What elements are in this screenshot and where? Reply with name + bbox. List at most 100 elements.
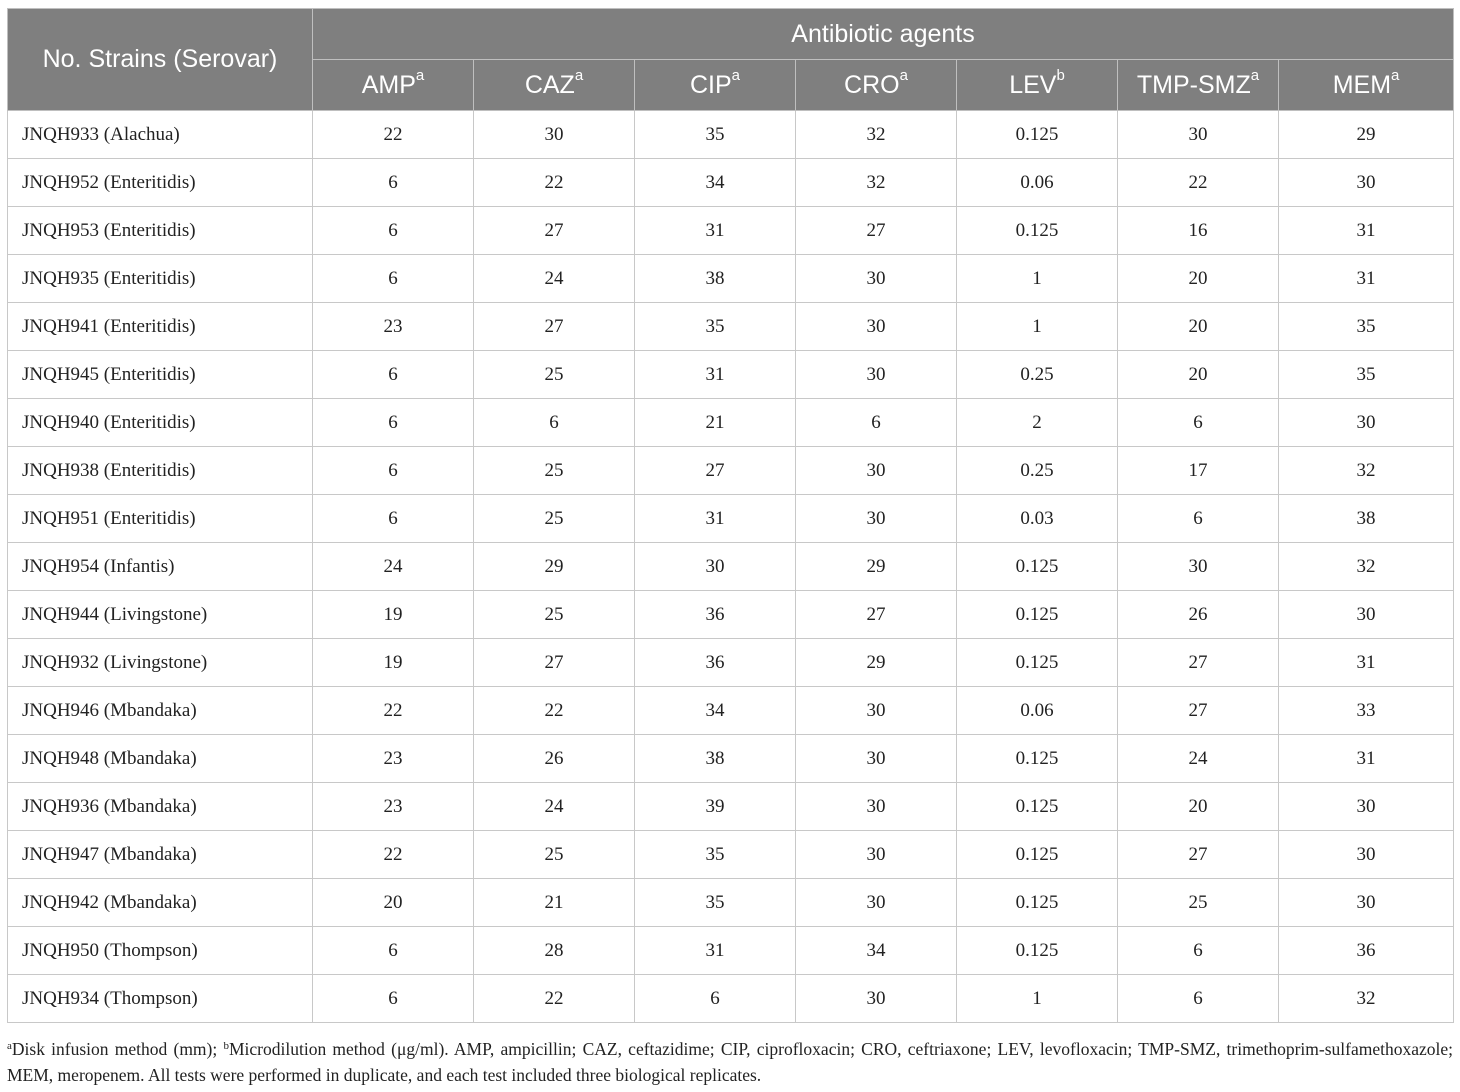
- table-row: JNQH952 (Enteritidis) 6 22 34 32 0.06 22 30: [7, 158, 1455, 207]
- value-cell: 22: [312, 686, 474, 735]
- value-cell: 31: [1277, 734, 1455, 783]
- value-cell: 27: [795, 206, 957, 255]
- value-cell: 27: [473, 206, 635, 255]
- table-row: JNQH947 (Mbandaka) 22 25 35 30 0.125 27 30: [7, 830, 1455, 879]
- value-cell: 24: [1117, 734, 1279, 783]
- value-cell: 22: [473, 974, 635, 1023]
- antibiotic-header-amp: AMPa: [312, 59, 474, 111]
- value-cell: 30: [1277, 878, 1455, 927]
- value-cell: 35: [634, 302, 796, 351]
- value-cell: 1: [956, 254, 1118, 303]
- table-footnote: aDisk infusion method (mm); bMicrodiluti…: [7, 1036, 1453, 1088]
- value-cell: 23: [312, 734, 474, 783]
- strain-cell: JNQH951 (Enteritidis): [7, 494, 313, 543]
- value-cell: 32: [1277, 446, 1455, 495]
- value-cell: 31: [1277, 638, 1455, 687]
- value-cell: 6: [312, 206, 474, 255]
- value-cell: 6: [795, 398, 957, 447]
- strain-cell: JNQH932 (Livingstone): [7, 638, 313, 687]
- value-cell: 31: [634, 926, 796, 975]
- value-cell: 30: [1277, 590, 1455, 639]
- value-cell: 26: [473, 734, 635, 783]
- strain-cell: JNQH946 (Mbandaka): [7, 686, 313, 735]
- value-cell: 27: [1117, 638, 1279, 687]
- table-row: JNQH936 (Mbandaka) 23 24 39 30 0.125 20 30: [7, 782, 1455, 831]
- strain-cell: JNQH947 (Mbandaka): [7, 830, 313, 879]
- footnote-marker: a: [899, 66, 908, 84]
- strain-cell: JNQH938 (Enteritidis): [7, 446, 313, 495]
- footnote-marker: a: [415, 66, 425, 84]
- value-cell: 1: [956, 302, 1118, 351]
- footnote-mark-a: a: [7, 1040, 12, 1052]
- value-cell: 0.125: [956, 638, 1118, 687]
- strain-cell: JNQH933 (Alachua): [7, 110, 313, 159]
- antibiotic-susceptibility-table: No. Strains (Serovar) Antibiotic agents …: [7, 8, 1455, 1023]
- antibiotic-name: CIP: [689, 70, 732, 99]
- value-cell: 28: [473, 926, 635, 975]
- value-cell: 31: [1277, 254, 1455, 303]
- value-cell: 17: [1117, 446, 1279, 495]
- value-cell: 0.03: [956, 494, 1118, 543]
- antibiotic-name: CRO: [844, 70, 900, 99]
- value-cell: 6: [312, 494, 474, 543]
- value-cell: 24: [312, 542, 474, 591]
- value-cell: 6: [312, 926, 474, 975]
- table-row: JNQH951 (Enteritidis) 6 25 31 30 0.03 6 38: [7, 494, 1455, 543]
- value-cell: 25: [473, 494, 635, 543]
- value-cell: 22: [473, 686, 635, 735]
- value-cell: 35: [634, 830, 796, 879]
- value-cell: 30: [473, 110, 635, 159]
- antibiotic-header-tmp-smz: TMP-SMZa: [1117, 59, 1279, 111]
- value-cell: 6: [473, 398, 635, 447]
- table-row: JNQH940 (Enteritidis) 6 6 21 6 2 6 30: [7, 398, 1455, 447]
- table-row: JNQH950 (Thompson) 6 28 31 34 0.125 6 36: [7, 926, 1455, 975]
- strain-cell: JNQH945 (Enteritidis): [7, 350, 313, 399]
- table-container: No. Strains (Serovar) Antibiotic agents …: [7, 8, 1455, 1023]
- value-cell: 6: [634, 974, 796, 1023]
- table-row: JNQH934 (Thompson) 6 22 6 30 1 6 32: [7, 974, 1455, 1023]
- value-cell: 30: [795, 878, 957, 927]
- value-cell: 36: [1277, 926, 1455, 975]
- value-cell: 31: [1277, 206, 1455, 255]
- value-cell: 30: [634, 542, 796, 591]
- value-cell: 0.06: [956, 158, 1118, 207]
- table-row: JNQH948 (Mbandaka) 23 26 38 30 0.125 24 31: [7, 734, 1455, 783]
- value-cell: 25: [473, 830, 635, 879]
- antibiotic-name: TMP-SMZ: [1136, 70, 1251, 99]
- footnote-mark-b: b: [223, 1040, 229, 1052]
- value-cell: 27: [1117, 686, 1279, 735]
- footnote-marker: a: [1250, 66, 1260, 84]
- value-cell: 30: [1117, 542, 1279, 591]
- value-cell: 34: [634, 686, 796, 735]
- value-cell: 25: [473, 446, 635, 495]
- value-cell: 29: [795, 542, 957, 591]
- value-cell: 22: [312, 830, 474, 879]
- value-cell: 33: [1277, 686, 1455, 735]
- value-cell: 22: [312, 110, 474, 159]
- table-row: JNQH935 (Enteritidis) 6 24 38 30 1 20 31: [7, 254, 1455, 303]
- table-row: JNQH954 (Infantis) 24 29 30 29 0.125 30 32: [7, 542, 1455, 591]
- value-cell: 38: [634, 734, 796, 783]
- strain-cell: JNQH935 (Enteritidis): [7, 254, 313, 303]
- strain-cell: JNQH941 (Enteritidis): [7, 302, 313, 351]
- value-cell: 35: [1277, 302, 1455, 351]
- value-cell: 1: [956, 974, 1118, 1023]
- value-cell: 6: [312, 158, 474, 207]
- strain-cell: JNQH944 (Livingstone): [7, 590, 313, 639]
- value-cell: 27: [795, 590, 957, 639]
- value-cell: 6: [1117, 398, 1279, 447]
- strain-cell: JNQH952 (Enteritidis): [7, 158, 313, 207]
- antibiotic-name: MEM: [1332, 70, 1392, 99]
- table-row: JNQH933 (Alachua) 22 30 35 32 0.125 30 29: [7, 110, 1455, 159]
- table-body: JNQH933 (Alachua) 22 30 35 32 0.125 30 29 JNQH95…: [7, 110, 1455, 1023]
- strain-cell: JNQH950 (Thompson): [7, 926, 313, 975]
- value-cell: 30: [795, 686, 957, 735]
- value-cell: 27: [634, 446, 796, 495]
- value-cell: 25: [473, 350, 635, 399]
- value-cell: 32: [795, 158, 957, 207]
- antibiotic-group-header: Antibiotic agents: [311, 8, 1455, 60]
- value-cell: 6: [1117, 926, 1279, 975]
- value-cell: 16: [1117, 206, 1279, 255]
- value-cell: 31: [634, 494, 796, 543]
- strain-cell: JNQH953 (Enteritidis): [7, 206, 313, 255]
